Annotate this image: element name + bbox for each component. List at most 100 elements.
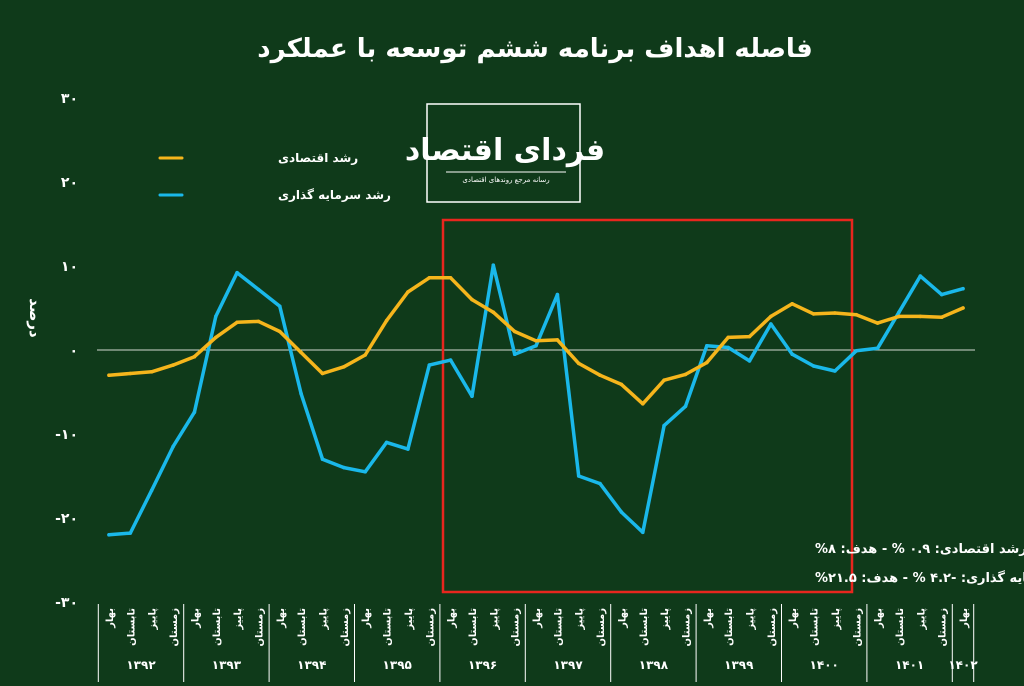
data-point-economic-growth	[726, 335, 730, 340]
data-point-economic-growth	[491, 310, 496, 315]
data-point-economic-growth	[619, 382, 624, 387]
data-point-investment-growth	[406, 447, 410, 451]
data-point-investment-growth	[342, 465, 346, 470]
y-tick-label: -۱۰	[55, 427, 78, 443]
year-label: ۱۳۹۸	[639, 658, 669, 672]
data-point-economic-growth	[875, 321, 880, 325]
data-point-investment-growth	[128, 531, 133, 535]
data-point-economic-growth	[833, 311, 837, 315]
data-point-economic-growth	[278, 329, 282, 334]
x-tick-label: زمستان	[255, 608, 266, 647]
x-tick-label: زمستان	[938, 608, 949, 647]
logo-frame	[426, 103, 581, 203]
data-point-economic-growth	[769, 314, 773, 319]
y-tick-label: ۲۰	[61, 175, 78, 191]
data-point-investment-growth	[107, 533, 111, 537]
data-point-economic-growth	[149, 370, 154, 374]
x-tick-label: بهار	[447, 608, 458, 629]
x-tick-label: تابستان	[810, 608, 821, 646]
x-tick-label: پاییز	[660, 608, 671, 631]
x-tick-label: زمستان	[425, 608, 436, 647]
data-point-investment-growth	[790, 352, 794, 357]
legend-label-investment-growth: رشد سرمایه گذاری	[278, 188, 391, 202]
x-tick-label: بهار	[959, 608, 970, 629]
x-tick-label: تابستان	[297, 608, 308, 646]
y-tick-label: -۳۰	[55, 595, 78, 611]
year-label: ۱۳۹۴	[297, 658, 326, 672]
data-point-investment-growth	[192, 410, 197, 415]
data-point-investment-growth	[534, 344, 538, 348]
data-point-investment-growth	[171, 444, 175, 449]
data-point-investment-growth	[662, 423, 666, 428]
logo-tagline: رسانه مرجع روندهای اقتصادی	[462, 176, 549, 184]
series-layer	[107, 263, 965, 537]
x-tick-label: پاییز	[489, 608, 500, 631]
data-point-economic-growth	[939, 315, 944, 320]
x-tick-label: زمستان	[852, 608, 863, 647]
data-point-investment-growth	[918, 274, 923, 278]
data-point-investment-growth	[576, 474, 581, 478]
data-point-investment-growth	[363, 470, 368, 474]
x-tick-label: بهار	[105, 608, 116, 629]
x-tick-label: بهار	[617, 608, 628, 629]
data-point-economic-growth	[128, 371, 133, 376]
data-point-investment-growth	[705, 344, 709, 348]
x-tick-label: بهار	[788, 608, 799, 629]
year-label: ۱۳۹۳	[212, 658, 242, 672]
x-axis: بهار تابستان پاییز زمستان بهار تابستان پاییز زم…	[97, 604, 978, 682]
x-tick-label: تابستان	[468, 608, 479, 646]
data-point-economic-growth	[235, 320, 239, 325]
logo: فردای اقتصاد رسانه مرجع روندهای اقتصادی	[405, 103, 605, 203]
year-label: ۱۳۹۶	[468, 658, 497, 672]
data-point-investment-growth	[149, 488, 154, 493]
legend-label-economic-growth: رشد اقتصادی	[278, 151, 358, 165]
x-tick-label: زمستان	[169, 608, 180, 647]
data-point-investment-growth	[299, 391, 303, 396]
y-tick-label: ۳۰	[61, 91, 78, 107]
x-tick-label: تابستان	[126, 608, 137, 646]
data-point-investment-growth	[833, 369, 837, 373]
x-tick-label: تابستان	[724, 608, 735, 646]
data-point-investment-growth	[470, 394, 474, 399]
logo-wordmark: فردای اقتصاد	[405, 133, 605, 168]
x-tick-label: بهار	[703, 608, 714, 629]
x-tick-label: پاییز	[746, 608, 757, 631]
year-label: ۱۴۰۱	[895, 658, 924, 672]
x-tick-label: پاییز	[233, 608, 244, 631]
data-point-economic-growth	[512, 329, 517, 334]
x-tick-label: تابستان	[895, 608, 906, 646]
x-tick-label: بهار	[276, 608, 287, 629]
data-point-investment-growth	[619, 510, 624, 514]
data-point-economic-growth	[448, 276, 453, 280]
data-point-economic-growth	[790, 302, 794, 306]
y-axis-label: درصد	[26, 298, 44, 338]
data-point-investment-growth	[726, 345, 730, 350]
year-label: ۱۳۹۲	[126, 658, 156, 672]
data-point-economic-growth	[342, 365, 346, 369]
data-point-economic-growth	[384, 318, 389, 323]
x-tick-label: بهار	[532, 608, 543, 629]
x-tick-label: زمستان	[682, 608, 693, 647]
data-point-economic-growth	[576, 361, 581, 366]
data-point-economic-growth	[705, 360, 709, 365]
data-point-economic-growth	[256, 319, 261, 324]
data-point-investment-growth	[448, 358, 453, 362]
data-point-economic-growth	[214, 335, 218, 340]
chart-title: فاصله اهداف برنامه ششم توسعه با عملکرد	[257, 34, 812, 64]
data-point-investment-growth	[939, 292, 944, 297]
x-tick-label: زمستان	[767, 608, 778, 647]
y-tick-label: -۲۰	[55, 511, 78, 527]
data-point-investment-growth	[555, 292, 560, 297]
data-point-economic-growth	[555, 338, 560, 342]
data-point-investment-growth	[278, 304, 282, 309]
x-tick-label: تابستان	[639, 608, 650, 646]
x-tick-label: پاییز	[831, 608, 842, 631]
y-axis-ticks: ۳۰ ۲۰ ۱۰ ۰ -۱۰ -۲۰ -۳۰	[55, 91, 78, 611]
data-point-investment-growth	[961, 286, 965, 291]
data-point-economic-growth	[683, 372, 688, 377]
x-tick-label: بهار	[361, 608, 372, 629]
x-tick-label: تابستان	[212, 608, 223, 646]
data-point-economic-growth	[598, 373, 602, 378]
data-point-investment-growth	[641, 530, 645, 535]
